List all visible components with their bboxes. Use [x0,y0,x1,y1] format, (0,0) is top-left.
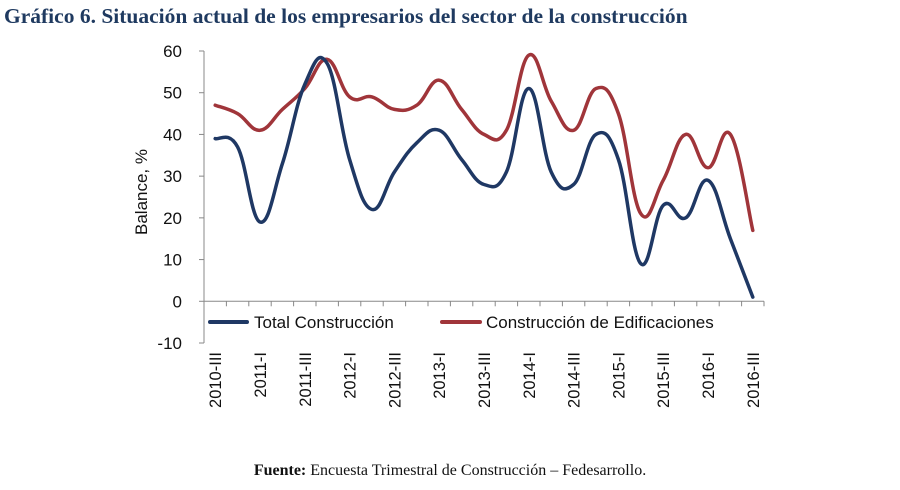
x-tick-label: 2011-III [297,352,315,407]
y-tick-label: -10 [157,334,182,353]
x-tick-label: 2010-III [207,352,225,408]
x-tick-label: 2015-I [610,352,628,399]
y-axis: -10 0 10 20 30 40 50 60 Balance, % [132,42,205,353]
y-tick-label: 30 [163,167,182,186]
x-tick-label: 2016-III [745,352,763,408]
x-tick-label: 2012-I [342,352,360,399]
chart-title: Gráfico 6. Situación actual de los empre… [4,4,688,28]
y-tick-label: 50 [163,84,182,103]
y-tick-label: 60 [163,42,182,61]
series-line-total-construccion [213,55,755,299]
x-tick-label: 2016-I [700,352,718,399]
legend: Total Construcción Construcción de Edific… [208,313,714,332]
plot-series [213,52,755,299]
x-tick-label: 2014-III [566,352,584,408]
source-label: Fuente: [253,462,307,479]
source-text: Encuesta Trimestral de Construcción – Fe… [306,462,647,479]
legend-label: Total Construcción [254,313,394,332]
y-tick-label: 20 [163,209,182,228]
x-axis: 2010-III 2011-I 2011-III 2012-I 2012-III 2013… [203,300,765,408]
legend-label: Construcción de Edificaciones [486,313,714,332]
y-tick-label: 40 [163,125,182,144]
y-axis-label: Balance, % [132,149,151,235]
x-tick-label: 2015-III [655,352,673,408]
series-line-construccion-edificaciones [213,52,755,233]
y-tick-label: 0 [173,292,182,311]
x-tick-label: 2014-I [521,352,539,399]
x-tick-label: 2013-III [476,352,494,408]
y-tick-label: 10 [163,251,182,270]
x-tick-label: 2013-I [431,352,449,399]
source-note: Fuente: Encuesta Trimestral de Construcc… [0,462,900,480]
x-tick-label: 2012-III [386,352,404,408]
x-tick-label: 2011-I [252,352,270,398]
